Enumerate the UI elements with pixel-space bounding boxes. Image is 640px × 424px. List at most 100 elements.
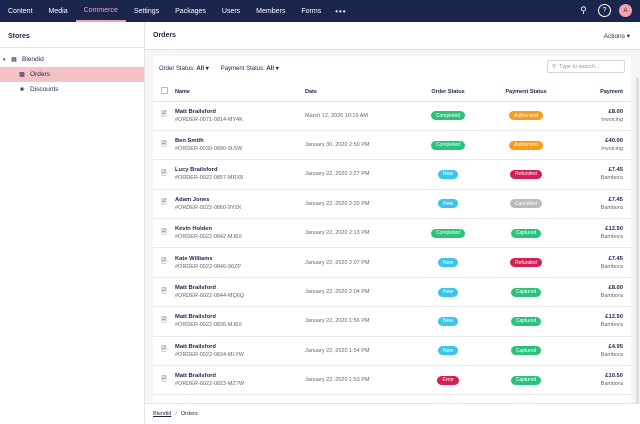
order-amount: £12.50 bbox=[605, 314, 623, 321]
column-header[interactable]: Order Status bbox=[415, 83, 481, 102]
order-date: January 30, 2020 2:50 PM bbox=[305, 142, 370, 149]
sidebar-item-orders[interactable]: ▩ Orders bbox=[0, 67, 144, 82]
payment-method: Invoicing bbox=[601, 146, 623, 153]
order-date: January 22, 2020 2:07 PM bbox=[305, 259, 370, 266]
table-row[interactable]: 🗎 Matt Brailsford #ORDER-0022-0836-MJ6X J… bbox=[153, 306, 631, 337]
nav-item-media[interactable]: Media bbox=[48, 7, 68, 15]
inbox-icon: ▩ bbox=[19, 72, 25, 78]
orders-panel: Order Status: All ▾ Payment Status: All … bbox=[153, 56, 631, 420]
more-menu-icon[interactable]: ••• bbox=[335, 6, 347, 16]
nav-item-commerce[interactable]: Commerce bbox=[75, 0, 126, 22]
order-number: #ORDER-0022-0842-MJ6X bbox=[175, 234, 242, 241]
search-icon: ⚲ bbox=[552, 63, 557, 70]
breadcrumb-current: Orders bbox=[180, 411, 198, 417]
breadcrumb-root-link[interactable]: Blendid bbox=[153, 411, 172, 417]
table-row[interactable]: 🗎 Kevin Holden #ORDER-0022-0842-MJ6X Janu… bbox=[153, 218, 631, 249]
search-icon[interactable]: ⚲ bbox=[580, 5, 587, 15]
payment-method: Bambora bbox=[600, 175, 623, 182]
order-amount: £7.45 bbox=[608, 196, 623, 203]
customer-name[interactable]: Adam Jones bbox=[175, 196, 210, 203]
payment-status-badge: Refunded bbox=[510, 258, 542, 268]
order-document-icon: 🗎 bbox=[161, 140, 167, 148]
order-amount: £7.45 bbox=[608, 167, 623, 174]
payment-method: Bambora bbox=[600, 204, 623, 211]
nav-item-packages[interactable]: Packages bbox=[175, 7, 206, 15]
order-status-filter[interactable]: Order Status: All ▾ bbox=[159, 66, 209, 72]
customer-name[interactable]: Matt Brailsford bbox=[175, 373, 216, 380]
payment-status-badge: Captured bbox=[510, 287, 542, 297]
table-row[interactable]: 🗎 Matt Brailsford #ORDER-0022-0844-MQ6Q J… bbox=[153, 277, 631, 308]
order-number: #ORDER-0022-0860-9YZK bbox=[175, 204, 242, 211]
order-amount: £8.00 bbox=[608, 108, 623, 115]
order-document-icon: 🗎 bbox=[161, 199, 167, 207]
nav-item-users[interactable]: Users bbox=[221, 7, 241, 15]
sidebar-item-discounts[interactable]: ❀ Discounts bbox=[0, 82, 144, 97]
breadcrumb: Blendid / Orders bbox=[145, 403, 640, 424]
table-row[interactable]: 🗎 Lucy Brailsford #ORDER-0022-0857-MRX8 J… bbox=[153, 159, 631, 190]
table-row[interactable]: 🗎 Matt Brailsford #ORDER-0022-0823-MZ7W J… bbox=[153, 365, 631, 396]
scrollbar[interactable] bbox=[636, 78, 639, 418]
order-status-badge: New bbox=[437, 287, 458, 297]
customer-name[interactable]: Ben Smith bbox=[175, 138, 204, 145]
select-all-checkbox[interactable] bbox=[161, 87, 168, 95]
table-row[interactable]: 🗎 Matt Brailsford #ORDER-0071-0814-MY4K M… bbox=[153, 101, 631, 131]
customer-name[interactable]: Kevin Holden bbox=[175, 226, 213, 233]
order-date: January 22, 2020 1:56 PM bbox=[305, 318, 370, 325]
nav-item-settings[interactable]: Settings bbox=[133, 7, 160, 15]
order-amount: £7.45 bbox=[608, 255, 623, 262]
column-header[interactable]: Payment bbox=[571, 83, 631, 102]
customer-name[interactable]: Lucy Brailsford bbox=[175, 167, 218, 174]
payment-status-badge: Captured bbox=[510, 346, 542, 356]
order-document-icon: 🗎 bbox=[161, 111, 167, 119]
search-input[interactable]: ⚲ Type to search... bbox=[547, 60, 625, 73]
payment-method: Bambora bbox=[600, 322, 623, 329]
nav-item-content[interactable]: Content bbox=[8, 7, 33, 15]
customer-name[interactable]: Matt Brailsford bbox=[175, 285, 216, 292]
table-row[interactable]: 🗎 Kate Williams #ORDER-0022-0846-96ZP Jan… bbox=[153, 247, 631, 278]
order-document-icon: 🗎 bbox=[161, 316, 167, 324]
payment-status-badge: Authorized bbox=[509, 111, 543, 121]
payment-method: Bambora bbox=[600, 381, 623, 388]
help-icon[interactable]: ? bbox=[598, 4, 611, 17]
order-amount: £40.00 bbox=[605, 138, 623, 145]
caret-down-icon[interactable]: ▾ bbox=[3, 56, 6, 63]
customer-name[interactable]: Kate Williams bbox=[175, 255, 213, 262]
order-date: March 12, 2020 10:19 AM bbox=[305, 112, 368, 119]
actions-button[interactable]: Actions ▾ bbox=[603, 32, 630, 40]
payment-method: Bambora bbox=[600, 234, 623, 241]
sidebar-title: Stores bbox=[0, 22, 144, 48]
store-icon: ▦ bbox=[11, 57, 17, 63]
table-row[interactable]: 🗎 Matt Brailsford #ORDER-0022-0834-MLYW J… bbox=[153, 336, 631, 367]
nav-item-forms[interactable]: Forms bbox=[301, 7, 322, 15]
order-status-badge: Completed bbox=[430, 140, 466, 150]
order-date: January 22, 2020 1:54 PM bbox=[305, 347, 370, 354]
payment-status-filter[interactable]: Payment Status: All ▾ bbox=[220, 66, 279, 72]
payment-status-badge: Refunded bbox=[510, 169, 542, 179]
order-document-icon: 🗎 bbox=[161, 375, 167, 383]
order-number: #ORDER-0022-0857-MRX8 bbox=[175, 175, 244, 182]
table-row[interactable]: 🗎 Ben Smith #ORDER-0030-0890-9L5W January… bbox=[153, 130, 631, 161]
payment-status-badge: Cancelled bbox=[509, 199, 543, 209]
order-date: January 22, 2020 1:53 PM bbox=[305, 377, 370, 384]
table-row[interactable]: 🗎 Adam Jones #ORDER-0022-0860-9YZK Januar… bbox=[153, 189, 631, 220]
payment-status-badge: Captured bbox=[510, 228, 542, 238]
nav-item-members[interactable]: Members bbox=[256, 7, 286, 15]
order-document-icon: 🗎 bbox=[161, 287, 167, 295]
order-document-icon: 🗎 bbox=[161, 228, 167, 236]
customer-name[interactable]: Matt Brailsford bbox=[175, 108, 216, 115]
customer-name[interactable]: Matt Brailsford bbox=[175, 314, 216, 321]
column-header[interactable]: Date bbox=[305, 83, 415, 102]
order-date: January 22, 2020 2:20 PM bbox=[305, 200, 370, 207]
order-document-icon: 🗎 bbox=[161, 258, 167, 266]
order-amount: £8.00 bbox=[608, 285, 623, 292]
avatar[interactable]: A bbox=[619, 4, 632, 17]
payment-status-badge: Authorized bbox=[509, 140, 543, 150]
sidebar-store-blendid[interactable]: ▾ ▦ Blendid bbox=[0, 52, 144, 67]
order-date: January 22, 2020 2:27 PM bbox=[305, 171, 370, 178]
order-date: January 22, 2020 2:13 PM bbox=[305, 230, 370, 237]
column-header[interactable]: Payment Status bbox=[481, 83, 571, 102]
order-document-icon: 🗎 bbox=[161, 346, 167, 354]
payment-method: Bambora bbox=[600, 293, 623, 300]
column-header[interactable]: Name bbox=[175, 83, 305, 102]
customer-name[interactable]: Matt Brailsford bbox=[175, 343, 216, 350]
